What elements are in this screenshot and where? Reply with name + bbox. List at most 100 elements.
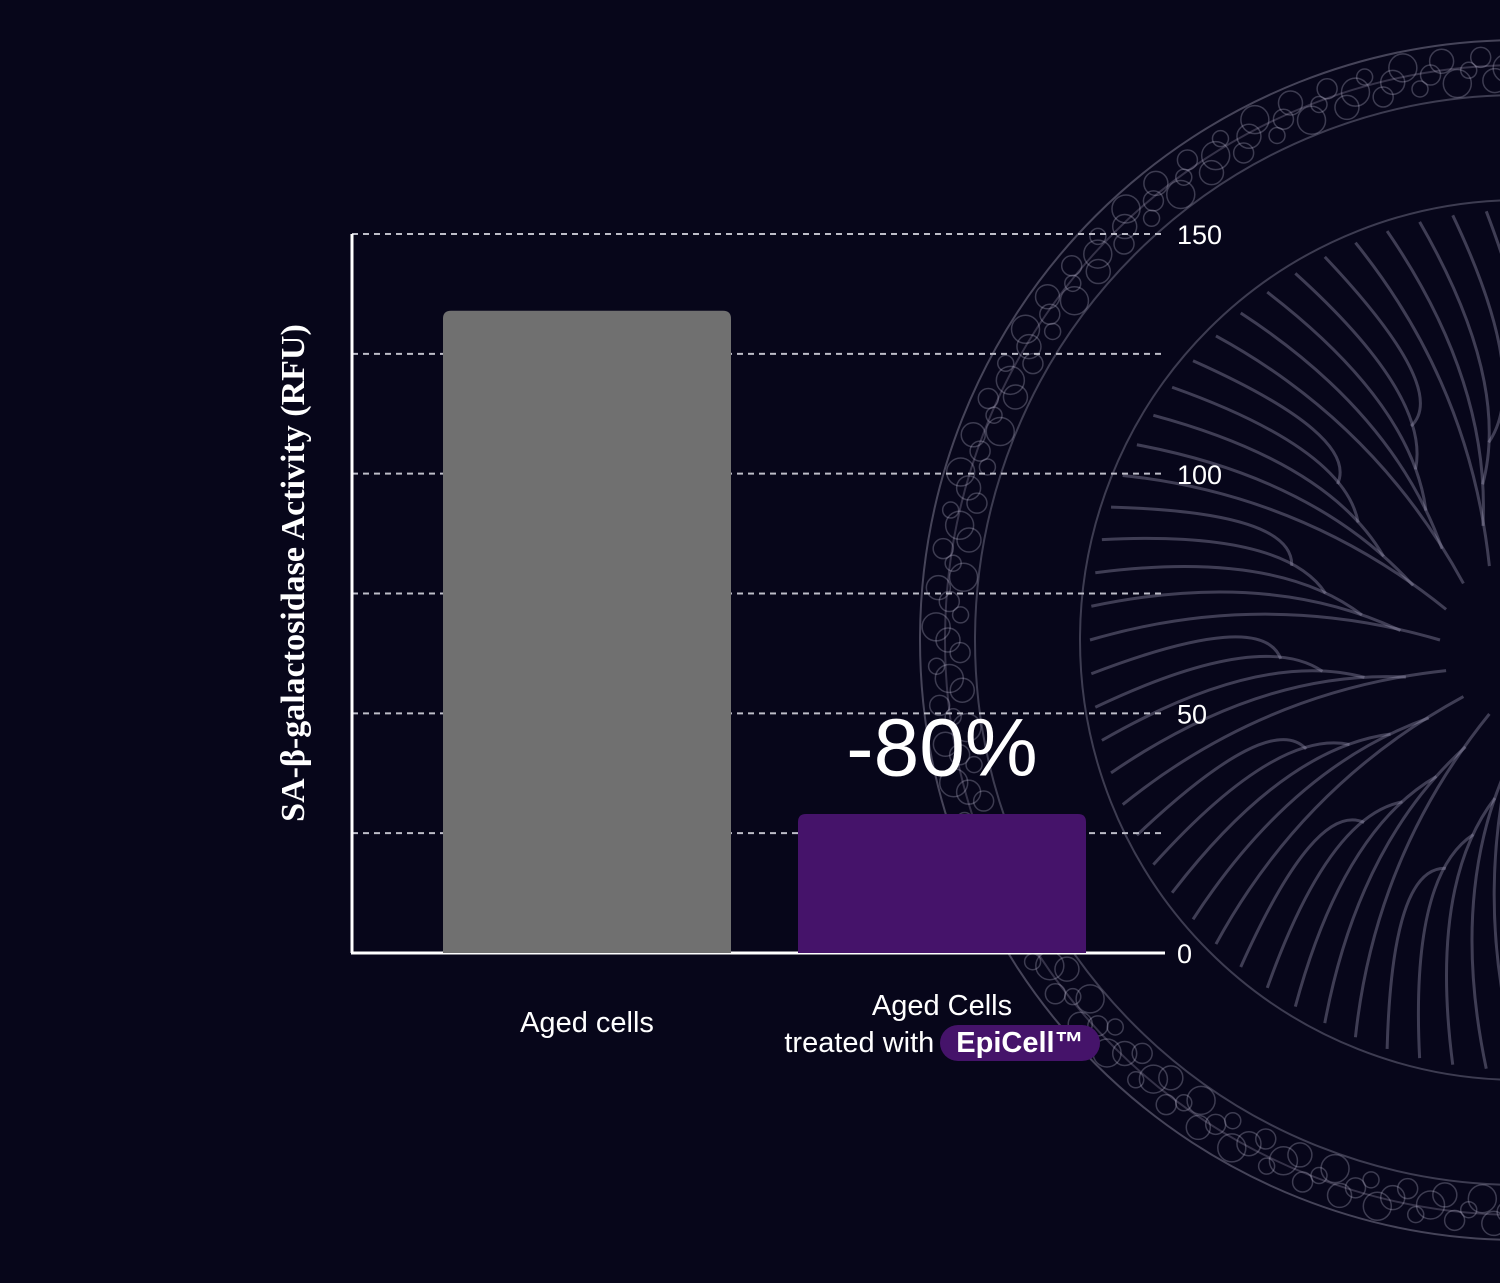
cell-bubble — [951, 606, 970, 624]
cell-bubble — [1482, 67, 1500, 94]
cell-bubble — [1291, 1171, 1314, 1193]
cell-fiber — [1323, 255, 1422, 428]
cell-fiber — [1171, 385, 1360, 523]
cell-fiber — [1353, 712, 1491, 1038]
cell-fiber — [1492, 802, 1500, 988]
cell-bubble — [978, 458, 997, 476]
plot: 0 50 100 150 -80% — [350, 220, 1222, 969]
annotation: -80% — [846, 703, 1037, 794]
cell-bubble — [955, 475, 982, 501]
cell-fiber — [1089, 612, 1441, 642]
cell-bubble — [1481, 1210, 1500, 1237]
y-tick-label: 100 — [1177, 460, 1222, 490]
cell-bubble — [972, 790, 995, 812]
cell-fiber — [1122, 473, 1448, 611]
cell-bubble — [1396, 1177, 1419, 1200]
cell-bubble — [941, 501, 960, 519]
cell-bubble — [1142, 209, 1161, 228]
cell-bubble — [1240, 104, 1270, 135]
cell-fiber — [1170, 732, 1391, 894]
cell-fiber — [1192, 359, 1342, 485]
cell-bubble — [965, 755, 983, 774]
cell-bubble — [1155, 1093, 1177, 1116]
cell-bubble — [932, 537, 954, 560]
cell-fiber — [1239, 311, 1444, 550]
cell-ring — [1079, 199, 1500, 1081]
cell-fiber — [1152, 413, 1385, 558]
cell-bubble — [1085, 258, 1112, 285]
bar — [443, 310, 731, 953]
cell-bubble — [1415, 1190, 1446, 1220]
cell-bubble — [944, 554, 962, 572]
cell-bubble — [955, 779, 982, 805]
cell-bubble — [1143, 170, 1169, 197]
cell-bubble — [1089, 227, 1107, 246]
brand-badge: EpiCell™ — [940, 1025, 1100, 1061]
cell-fiber — [1265, 800, 1403, 989]
cell-bubble — [944, 708, 962, 726]
cell-bubble — [1362, 1171, 1380, 1189]
cell-bubble — [1176, 149, 1199, 171]
cell-bubble — [966, 492, 988, 514]
cell-bubble — [1411, 80, 1429, 98]
cell-bubble — [1469, 46, 1492, 69]
cell-bubble — [1310, 1166, 1328, 1185]
cell-bubble — [969, 440, 991, 462]
x-tick-label: Aged Cells treated with EpiCell™ — [732, 988, 1152, 1062]
category-text: Aged cells — [520, 1007, 654, 1039]
cell-bubble — [995, 365, 1026, 396]
cell-bubble — [1043, 322, 1062, 341]
y-tick-label: 0 — [1177, 939, 1192, 969]
cell-bubble — [927, 657, 946, 675]
cell-bubble — [932, 731, 959, 758]
cell-bubble — [1355, 68, 1374, 86]
cell-bubble — [1257, 1157, 1276, 1175]
cell-bubble — [1334, 94, 1360, 121]
cell-bubble — [1362, 1191, 1393, 1222]
cell-bubble — [1002, 384, 1029, 410]
cell-bubble — [1272, 108, 1295, 130]
cell-bubble — [1232, 142, 1255, 164]
cell-fiber — [1152, 741, 1350, 866]
cell-bubble — [977, 387, 1000, 410]
cell-bubble — [944, 510, 975, 541]
cell-bubble — [1142, 190, 1165, 212]
cell-bubble — [1010, 314, 1041, 345]
cell-bubble — [1268, 126, 1286, 145]
cell-bubble — [1131, 1042, 1153, 1065]
cell-bubble — [1379, 69, 1406, 96]
bar — [798, 813, 1086, 953]
cell-bubble — [1277, 90, 1304, 116]
cell-bubble — [1459, 61, 1478, 80]
cell-bubble — [938, 767, 969, 798]
cell-fiber — [1470, 780, 1500, 1069]
cell-bubble — [938, 590, 961, 613]
cell-ring — [919, 39, 1500, 1241]
cell-bubble — [1175, 1094, 1193, 1112]
cell-bubble — [948, 743, 971, 766]
cell-bubble — [1111, 213, 1138, 240]
cell-bubble — [1428, 48, 1455, 75]
cell-bubble — [985, 416, 1016, 447]
cell-bubble — [1106, 1018, 1124, 1036]
cell-fiber — [1451, 214, 1500, 444]
cell-fiber — [1418, 221, 1491, 485]
cell-bubble — [1138, 1064, 1169, 1094]
cell-bubble — [1316, 78, 1338, 100]
cell-bubble — [1406, 1205, 1425, 1224]
cell-bubble — [1204, 1113, 1227, 1136]
cell-bubble — [1016, 333, 1042, 360]
cell-illustration — [919, 39, 1500, 1241]
cell-bubble — [1075, 984, 1105, 1014]
cell-fiber — [1094, 654, 1324, 709]
cell-bubble — [1340, 77, 1371, 107]
cell-bubble — [1287, 1142, 1313, 1168]
cell-bubble — [1200, 140, 1231, 171]
cell-bubble — [1268, 1146, 1299, 1176]
cell-bubble — [934, 663, 965, 694]
cell-bubble — [1320, 1153, 1350, 1184]
cell-bubble — [925, 574, 952, 601]
cell-bubble — [1064, 987, 1082, 1006]
cell-fiber — [1385, 230, 1485, 526]
cell-bubble — [1022, 352, 1044, 375]
